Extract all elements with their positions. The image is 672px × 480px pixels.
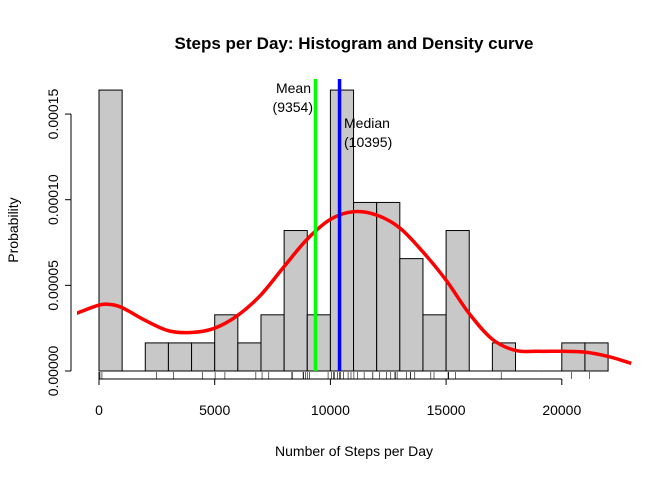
histogram-bar xyxy=(237,342,262,372)
y-tick-label: 0.00005 xyxy=(45,260,61,311)
histogram-bars xyxy=(98,89,609,372)
rug-marks xyxy=(98,372,590,379)
x-tick-label: 5000 xyxy=(199,402,230,418)
y-tick-label: 0.00015 xyxy=(45,89,61,140)
y-tick-label: 0.00010 xyxy=(45,174,61,225)
x-axis-label: Number of Steps per Day xyxy=(275,443,433,459)
y-tick-label: 0.00000 xyxy=(45,345,61,396)
histogram-bar xyxy=(329,89,355,372)
density-curve xyxy=(77,209,632,365)
x-tick-label: 10000 xyxy=(311,402,350,418)
chart-title: Steps per Day: Histogram and Density cur… xyxy=(174,34,533,53)
histogram-bar xyxy=(561,342,586,372)
x-tick-label: 20000 xyxy=(542,402,581,418)
median-value-label: (10395) xyxy=(344,134,392,150)
histogram-bar xyxy=(399,258,424,372)
histogram-bar xyxy=(144,342,169,372)
x-tick-label: 0 xyxy=(95,402,103,418)
x-axis: 0 5000 10000 15000 20000 xyxy=(95,378,581,418)
histogram-bar xyxy=(376,201,401,372)
mean-label: Mean xyxy=(276,80,311,96)
histogram-bar xyxy=(306,314,331,372)
histogram-bar xyxy=(353,201,378,372)
histogram-bar xyxy=(422,314,447,372)
histogram-bar xyxy=(445,230,470,372)
histogram-bar xyxy=(167,342,193,372)
y-axis: 0.00000 0.00005 0.00010 0.00015 xyxy=(45,89,72,396)
x-tick-label: 15000 xyxy=(427,402,466,418)
y-axis-label: Probability xyxy=(5,197,21,262)
mean-value-label: (9354) xyxy=(273,99,313,115)
median-label: Median xyxy=(344,115,390,131)
histogram-bar xyxy=(191,342,216,372)
histogram-bar xyxy=(98,89,123,372)
histogram-bar xyxy=(260,314,285,372)
histogram-bar xyxy=(283,230,308,372)
